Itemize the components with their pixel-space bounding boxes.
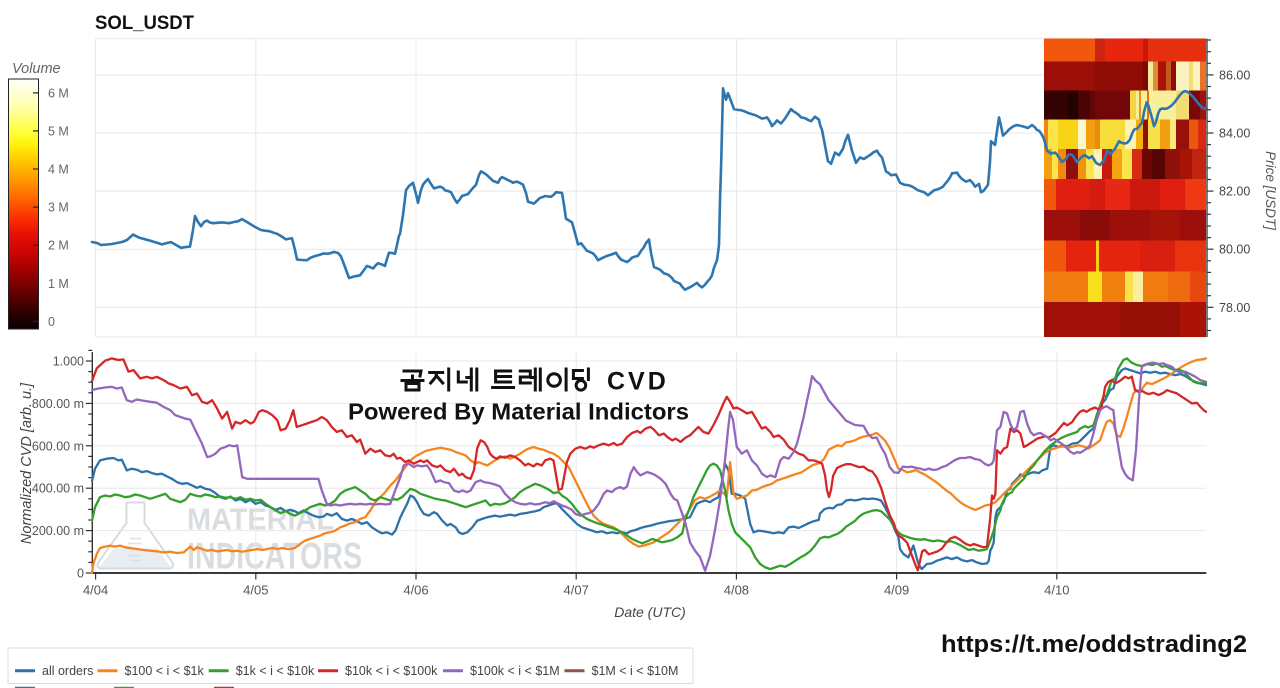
svg-text:Volume: Volume	[12, 61, 61, 77]
svg-text:Price [USDT]: Price [USDT]	[1263, 151, 1278, 231]
svg-text:0: 0	[48, 315, 55, 329]
svg-text:4/05: 4/05	[243, 583, 268, 598]
svg-text:SOL_USDT: SOL_USDT	[95, 13, 194, 34]
svg-text:$1k < i < $10k: $1k < i < $10k	[236, 664, 315, 678]
svg-text:4/06: 4/06	[403, 583, 428, 598]
svg-text:Powered By Material Indictors: Powered By Material Indictors	[348, 399, 689, 425]
svg-text:1.000: 1.000	[53, 355, 84, 369]
svg-text:CVD: CVD	[607, 368, 669, 396]
svg-text:2 M: 2 M	[48, 239, 69, 253]
svg-text:78.00: 78.00	[1219, 301, 1250, 315]
svg-text:4/10: 4/10	[1044, 583, 1069, 598]
svg-text:4/07: 4/07	[564, 583, 589, 598]
svg-text:4 M: 4 M	[48, 163, 69, 177]
svg-text:6 M: 6 M	[48, 86, 69, 100]
svg-text:4/09: 4/09	[884, 583, 909, 598]
svg-text:4/04: 4/04	[83, 583, 108, 598]
svg-text:86.00: 86.00	[1219, 68, 1250, 82]
svg-text:200.00 m: 200.00 m	[32, 524, 84, 538]
svg-text:82.00: 82.00	[1219, 185, 1250, 199]
svg-text:84.00: 84.00	[1219, 127, 1250, 141]
svg-text:Date (UTC): Date (UTC)	[614, 604, 686, 620]
svg-text:400.00 m: 400.00 m	[32, 482, 84, 496]
svg-text:$10k < i < $100k: $10k < i < $100k	[345, 664, 438, 678]
svg-text:4/08: 4/08	[724, 583, 749, 598]
svg-text:$1M < i < $10M: $1M < i < $10M	[592, 664, 679, 678]
svg-text:1 M: 1 M	[48, 277, 69, 291]
svg-text:https://t.me/oddstrading2: https://t.me/oddstrading2	[941, 631, 1247, 658]
svg-text:0: 0	[77, 567, 84, 581]
svg-text:80.00: 80.00	[1219, 243, 1250, 257]
svg-text:800.00 m: 800.00 m	[32, 397, 84, 411]
svg-text:5 M: 5 M	[48, 124, 69, 138]
svg-text:INDICATORS: INDICATORS	[187, 536, 362, 577]
svg-text:$100 < i < $1k: $100 < i < $1k	[125, 664, 205, 678]
svg-text:600.00 m: 600.00 m	[32, 439, 84, 453]
svg-text:Normalized CVD [arb. u.]: Normalized CVD [arb. u.]	[19, 382, 35, 544]
svg-text:all orders: all orders	[42, 664, 93, 678]
svg-text:3 M: 3 M	[48, 201, 69, 215]
svg-text:$100k < i < $1M: $100k < i < $1M	[470, 664, 560, 678]
